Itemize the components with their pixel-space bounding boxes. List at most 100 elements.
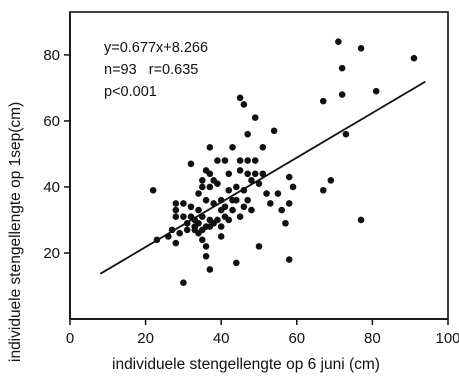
- data-point: [240, 203, 248, 211]
- data-point: [202, 196, 210, 204]
- data-point: [206, 266, 214, 273]
- data-points: [149, 38, 418, 286]
- data-point: [244, 196, 251, 204]
- data-point: [225, 170, 233, 178]
- x-tick-label: 0: [66, 330, 74, 347]
- data-point: [251, 114, 259, 121]
- data-point: [357, 45, 365, 52]
- data-point: [195, 190, 202, 197]
- data-point: [263, 190, 270, 197]
- data-point: [199, 177, 206, 184]
- data-point: [233, 183, 240, 191]
- x-axis-title: individuele stengellengte op 6 juni (cm): [112, 356, 380, 373]
- data-point: [214, 157, 221, 164]
- data-point: [180, 200, 187, 207]
- y-tick-label: 40: [43, 179, 60, 196]
- data-point: [214, 180, 221, 187]
- data-point: [338, 91, 346, 98]
- data-point: [244, 130, 251, 138]
- y-tick-label: 20: [43, 245, 60, 262]
- data-point: [187, 160, 195, 168]
- data-point: [233, 259, 240, 267]
- y-axis-title: individuele stengellengte op 1sep(cm): [7, 102, 24, 362]
- data-point: [195, 206, 202, 214]
- data-point: [225, 216, 233, 224]
- data-point: [372, 87, 380, 95]
- data-point: [251, 157, 259, 164]
- data-point: [244, 170, 251, 178]
- data-point: [206, 144, 214, 151]
- x-tick-label: 40: [213, 330, 230, 347]
- data-point: [259, 144, 267, 151]
- data-point: [270, 127, 278, 135]
- data-point: [342, 130, 350, 138]
- data-point: [180, 279, 187, 286]
- data-point: [176, 229, 183, 237]
- data-point: [221, 203, 229, 211]
- p-value-annotation: p<0.001: [104, 84, 157, 100]
- data-point: [285, 256, 293, 263]
- data-point: [236, 213, 244, 220]
- data-point: [410, 54, 418, 62]
- data-point: [233, 196, 240, 204]
- data-point: [255, 243, 263, 250]
- equation-annotation: y=0.677x+8.266: [104, 40, 208, 56]
- data-point: [206, 183, 214, 191]
- n-r-annotation: n=93 r=0.635: [104, 62, 198, 78]
- data-point: [202, 252, 210, 260]
- data-point: [285, 200, 293, 207]
- data-point: [172, 200, 180, 207]
- data-point: [195, 219, 202, 227]
- data-point: [251, 170, 259, 178]
- data-point: [187, 203, 195, 211]
- data-point: [338, 64, 346, 72]
- data-point: [289, 183, 297, 191]
- data-point: [180, 213, 187, 220]
- data-point: [357, 216, 365, 224]
- x-tick-label: 20: [137, 330, 154, 347]
- data-point: [274, 190, 282, 197]
- data-point: [214, 216, 221, 224]
- data-point: [172, 206, 180, 214]
- x-tick-label: 80: [364, 330, 381, 347]
- data-point: [335, 38, 342, 46]
- data-point: [236, 94, 244, 102]
- data-point: [255, 180, 263, 187]
- data-point: [202, 243, 210, 250]
- data-point: [149, 186, 157, 194]
- data-point: [248, 206, 255, 214]
- data-point: [282, 219, 289, 227]
- data-point: [267, 200, 274, 207]
- y-tick-label: 60: [43, 113, 60, 130]
- data-point: [319, 97, 327, 105]
- data-point: [229, 144, 236, 151]
- x-tick-label: 60: [288, 330, 305, 347]
- data-point: [183, 226, 191, 234]
- y-tick-label: 80: [43, 47, 60, 64]
- data-point: [278, 206, 285, 214]
- x-ticks: 0 20 40 60 80 100: [66, 319, 459, 347]
- data-point: [172, 239, 180, 247]
- data-point: [199, 183, 206, 191]
- data-point: [221, 157, 229, 164]
- data-point: [206, 170, 214, 178]
- data-point: [236, 167, 244, 174]
- y-ticks: 20 40 60 80: [43, 47, 70, 262]
- data-point: [248, 177, 255, 184]
- regression-line: [99, 80, 426, 275]
- data-point: [285, 173, 293, 181]
- data-point: [172, 213, 180, 220]
- data-point: [327, 177, 335, 184]
- data-point: [217, 223, 225, 230]
- data-point: [319, 186, 327, 194]
- plot-frame: [69, 11, 449, 320]
- data-point: [229, 206, 236, 214]
- data-point: [217, 233, 225, 240]
- data-point: [259, 170, 267, 178]
- x-tick-label: 100: [435, 330, 459, 347]
- data-point: [236, 157, 244, 164]
- data-point: [240, 101, 248, 108]
- data-point: [199, 236, 206, 244]
- data-point: [225, 186, 233, 194]
